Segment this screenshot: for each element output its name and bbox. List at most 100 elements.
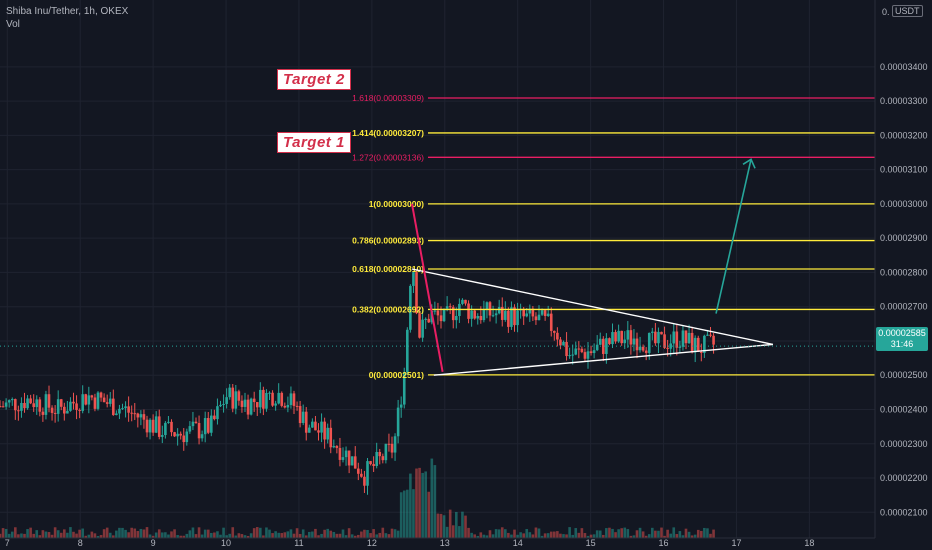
candle-body	[308, 427, 311, 433]
volume-bar	[485, 535, 489, 538]
volume-bar	[384, 533, 388, 538]
candle-body	[666, 347, 669, 349]
fib-label: 1.618(0.00003309)	[352, 93, 424, 103]
candle-body	[66, 410, 69, 414]
candle-body	[252, 398, 256, 403]
volume-bars	[0, 458, 715, 538]
candle-body	[464, 299, 467, 304]
current-price-label: 0.00002585 31:46	[876, 327, 928, 351]
candle-body	[344, 450, 348, 458]
volume-bar	[32, 533, 35, 538]
candle-body	[105, 402, 109, 404]
candle-body	[390, 443, 394, 453]
volume-bar	[510, 534, 513, 538]
candle-body	[586, 351, 590, 359]
candle-body	[210, 415, 213, 433]
volume-bar	[23, 533, 26, 538]
volume-bar	[228, 533, 231, 538]
candle-body	[700, 351, 703, 353]
candle-body	[249, 398, 253, 415]
fib-label: 0.382(0.00002692)	[352, 304, 424, 314]
candle-body	[580, 348, 584, 353]
volume-bar	[497, 529, 501, 538]
volume-bar	[507, 532, 510, 538]
candle-body	[1, 406, 5, 408]
candle-body	[133, 413, 137, 415]
candle-body	[406, 329, 409, 373]
volume-bar	[99, 535, 103, 538]
y-tick-label: 0.00003300	[880, 96, 928, 106]
volume-bar	[115, 530, 118, 538]
volume-bar	[439, 513, 443, 538]
volume-bar	[78, 529, 81, 538]
candle-body	[298, 406, 302, 424]
volume-bar	[231, 527, 235, 538]
candle-body	[467, 303, 470, 319]
triangle-lower-line	[433, 343, 773, 376]
candle-body	[280, 392, 284, 406]
candle-body	[424, 318, 427, 320]
volume-bar	[479, 532, 483, 538]
volume-bar	[108, 532, 112, 538]
volume-bar	[488, 530, 492, 538]
volume-bar	[118, 527, 121, 538]
volume-bar	[448, 509, 452, 538]
candle-body	[638, 346, 642, 351]
candle-body	[669, 343, 672, 349]
x-tick-label: 16	[659, 538, 669, 548]
volume-bar	[35, 530, 39, 538]
candle-body	[350, 456, 354, 466]
volume-bar	[93, 533, 97, 538]
volume-bar	[654, 530, 657, 538]
volume-bar	[259, 527, 262, 538]
volume-bar	[136, 531, 140, 538]
candle-body	[115, 413, 118, 416]
y-axis: 0.00002100 0.00002200 0.00002300 0.00002400…	[874, 0, 932, 550]
candle-body	[375, 451, 378, 466]
volume-bar	[491, 534, 495, 538]
candle-body	[445, 306, 449, 309]
candle-body	[433, 310, 437, 312]
volume-label[interactable]: Vol	[6, 19, 20, 30]
volume-bar	[635, 530, 639, 538]
candle-body	[598, 338, 602, 345]
volume-bar	[56, 530, 60, 538]
volume-bar	[693, 534, 697, 538]
volume-bar	[133, 528, 137, 538]
candle-body	[81, 394, 84, 411]
candle-body	[651, 331, 654, 333]
candle-body	[387, 443, 391, 445]
candle-body	[255, 402, 259, 408]
candle-body	[690, 332, 694, 353]
candle-body	[142, 414, 146, 420]
volume-bar	[586, 535, 590, 538]
candle-body	[10, 399, 14, 401]
volume-bar	[29, 527, 32, 538]
volume-bar	[696, 529, 700, 538]
currency-selector[interactable]: USDT	[892, 5, 923, 17]
volume-bar	[280, 533, 284, 538]
volume-bar	[372, 529, 375, 538]
volume-bar	[304, 535, 308, 538]
volume-bar	[185, 533, 189, 538]
candle-body	[301, 411, 305, 424]
candle-body	[415, 272, 418, 314]
candle-body	[583, 352, 587, 359]
candle-body	[118, 408, 121, 414]
volume-bar	[170, 531, 173, 538]
candle-body	[231, 387, 235, 409]
candle-body	[644, 350, 648, 353]
volume-bar	[617, 529, 620, 538]
candle-body	[556, 332, 559, 340]
candle-body	[497, 306, 501, 314]
volume-bar	[442, 515, 446, 538]
volume-bar	[301, 529, 305, 538]
y-tick-label: 0.00002700	[880, 302, 928, 312]
volume-bar	[461, 511, 464, 538]
volume-bar	[145, 527, 149, 538]
volume-bar	[255, 527, 259, 538]
candle-body	[476, 315, 480, 319]
volume-bar	[283, 532, 287, 538]
fib-levels: 0(0.00002501) 0.382(0.00002692) 0.618(0.00…	[352, 93, 875, 380]
